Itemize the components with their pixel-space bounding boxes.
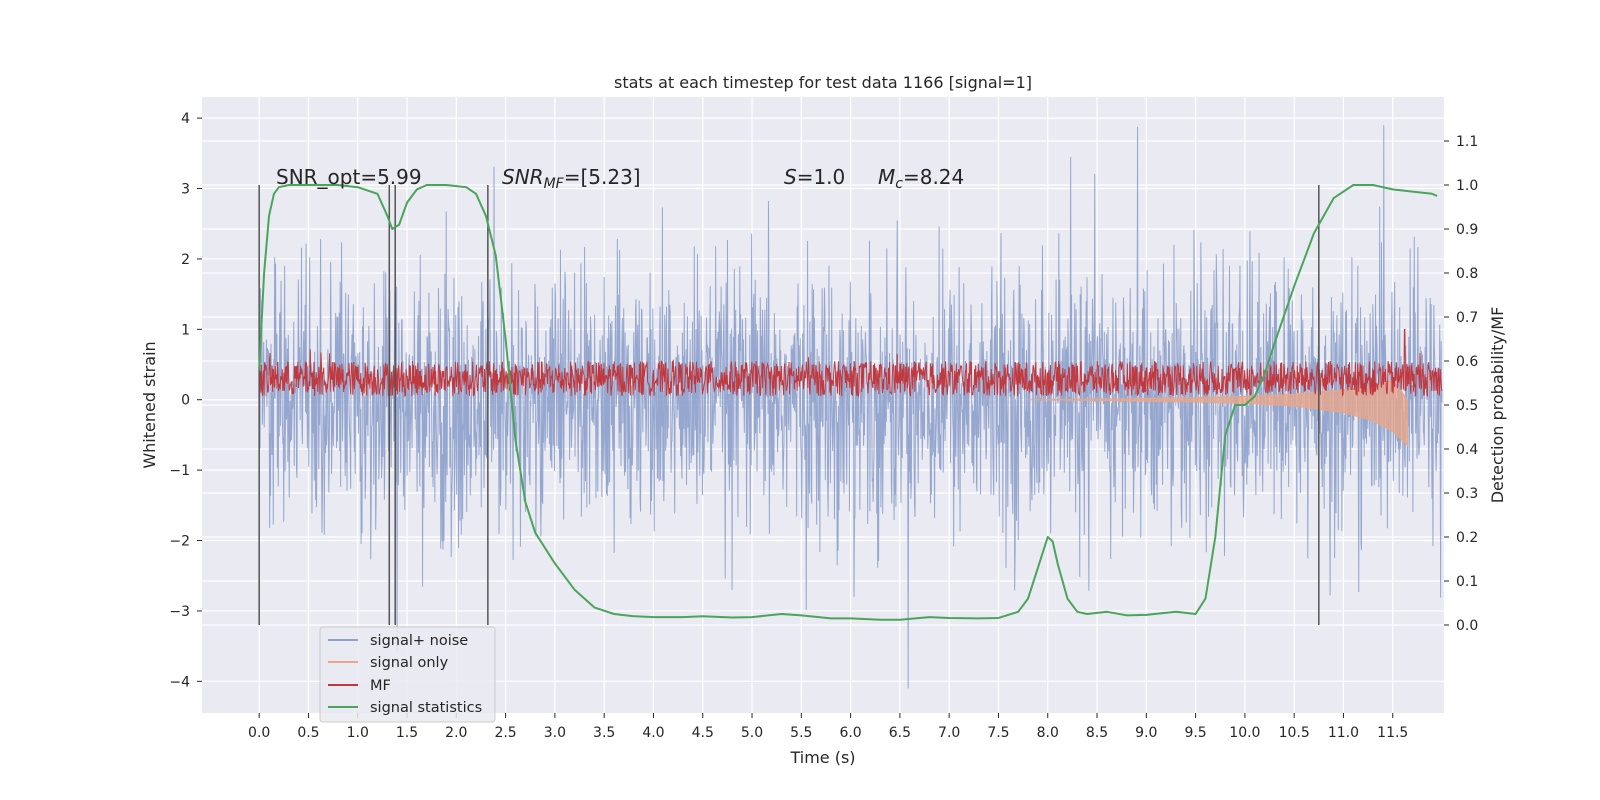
- x-tick-label-21: 10.5: [1279, 725, 1310, 741]
- x-tick-label-2: 1.0: [347, 725, 369, 741]
- y-right-tick-label-0: 1.1: [1456, 134, 1478, 150]
- signal-noise-series: [258, 125, 1443, 689]
- signal-statistics-series: [258, 184, 1438, 621]
- signal-noise-line: [258, 125, 1443, 689]
- y-axis-label-right: Detection probability/MF: [1488, 307, 1507, 504]
- y-left-tick-label-1: 3: [181, 182, 190, 198]
- y-left-tick-label-7: −3: [169, 604, 190, 620]
- x-tick-label-1: 0.5: [297, 725, 319, 741]
- x-tick-label-3: 1.5: [396, 725, 418, 741]
- legend: signal+ noise signal only MF signal stat…: [319, 626, 496, 723]
- y-right-tick-label-3: 0.8: [1456, 266, 1478, 282]
- x-tick-label-22: 11.0: [1328, 725, 1359, 741]
- signal-statistics-line: [258, 184, 1438, 621]
- mf-series: [258, 328, 1443, 398]
- annotation-s: S=1.0: [784, 165, 845, 189]
- legend-label-signal-noise: signal+ noise: [370, 633, 468, 649]
- y-left-tick-label-4: 0: [181, 393, 190, 409]
- x-tick-label-14: 7.0: [938, 725, 960, 741]
- annotation-snr-mf-value: =[5.23]: [564, 165, 641, 189]
- x-tick-label-23: 11.5: [1377, 725, 1408, 741]
- y-left-tick-label-6: −2: [169, 534, 190, 550]
- chart-title: stats at each timestep for test data 116…: [614, 73, 1032, 92]
- annotation-mc-value: =8.24: [903, 165, 964, 189]
- x-tick-label-6: 3.0: [544, 725, 566, 741]
- x-tick-label-20: 10.0: [1229, 725, 1260, 741]
- y-left-tick-label-3: 1: [181, 322, 190, 338]
- y-right-tick-label-5: 0.6: [1456, 354, 1478, 370]
- x-tick-label-18: 9.0: [1135, 725, 1157, 741]
- x-tick-label-10: 5.0: [741, 725, 763, 741]
- y-right-tick-label-9: 0.2: [1456, 530, 1478, 546]
- y-right-tick-label-1: 1.0: [1456, 178, 1478, 194]
- signal-only-band: [1028, 379, 1409, 447]
- legend-label-signal-statistics: signal statistics: [370, 700, 482, 716]
- annotation-snr-mf-symbol: SNR: [502, 165, 544, 189]
- x-axis-label: Time (s): [789, 748, 855, 767]
- x-tick-label-11: 5.5: [790, 725, 812, 741]
- x-tick-label-4: 2.0: [445, 725, 467, 741]
- annotation-mc: Mc=8.24: [878, 165, 964, 192]
- y-right-tick-label-8: 0.3: [1456, 486, 1478, 502]
- y-axis-label-left: Whitened strain: [140, 341, 159, 468]
- x-tick-label-0: 0.0: [248, 725, 270, 741]
- legend-label-signal-only: signal only: [370, 655, 449, 671]
- vertical-markers: [258, 185, 1320, 625]
- annotation-s-symbol: S: [784, 165, 797, 189]
- legend-box: [319, 626, 496, 723]
- y-right-tick-label-10: 0.1: [1456, 574, 1478, 590]
- y-right-tick-label-4: 0.7: [1456, 310, 1478, 326]
- y-left-tick-label-0: 4: [181, 111, 190, 127]
- annotation-snr-mf-subscript: MF: [544, 176, 565, 192]
- x-tick-label-7: 3.5: [593, 725, 615, 741]
- x-tick-label-17: 8.5: [1086, 725, 1108, 741]
- annotation-mc-symbol: M: [878, 165, 895, 189]
- y-right-tick-label-11: 0.0: [1456, 618, 1478, 634]
- x-tick-label-9: 4.5: [692, 725, 714, 741]
- x-tick-label-19: 9.5: [1184, 725, 1206, 741]
- x-tick-label-12: 6.0: [839, 725, 861, 741]
- x-tick-label-8: 4.0: [642, 725, 664, 741]
- y-left-tick-label-8: −4: [169, 674, 190, 690]
- y-right-tick-label-7: 0.4: [1456, 442, 1478, 458]
- x-tick-label-13: 6.5: [889, 725, 911, 741]
- legend-label-mf: MF: [370, 678, 391, 694]
- y-left-tick-label-2: 2: [181, 252, 190, 268]
- mf-line: [258, 328, 1443, 398]
- x-tick-label-5: 2.5: [494, 725, 516, 741]
- annotation-snr-mf: SNRMF=[5.23]: [502, 165, 641, 192]
- tick-labels: 0.0 0.5 1.0 1.5 2.0 2.5 3.0 3.5 4.0 4.5 5.0 5.5 6.0 6…: [169, 111, 1478, 741]
- y-right-tick-label-6: 0.5: [1456, 398, 1478, 414]
- x-tick-label-15: 7.5: [987, 725, 1009, 741]
- annotation-s-value: =1.0: [797, 165, 846, 189]
- x-tick-label-16: 8.0: [1037, 725, 1059, 741]
- annotation-snr-opt: SNR_opt=5.99: [276, 165, 422, 189]
- y-left-tick-label-5: −1: [169, 463, 190, 479]
- y-right-tick-label-2: 0.9: [1456, 222, 1478, 238]
- signal-only-series: [1028, 379, 1409, 447]
- annotation-mc-subscript: c: [895, 176, 903, 192]
